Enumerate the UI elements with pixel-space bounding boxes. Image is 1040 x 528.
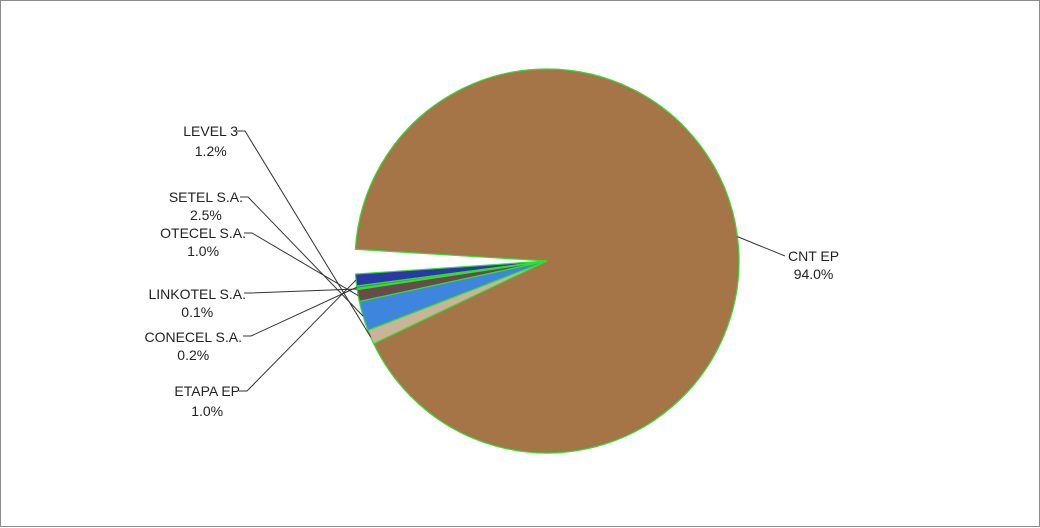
slice-value-otecel-s-a: 1.0% — [187, 243, 219, 259]
slice-value-cnt-ep: 94.0% — [794, 266, 834, 282]
slice-label-cnt-ep: CNT EP — [788, 248, 839, 264]
leader-line-conecel-s-a — [243, 286, 358, 337]
slice-label-etapa-ep: ETAPA EP — [174, 383, 240, 399]
slice-value-setel-s-a: 2.5% — [190, 207, 222, 223]
leader-line-otecel-s-a — [244, 232, 359, 297]
pie-labels: CNT EP 94.0% ETAPA EP 1.0% CONECEL S.A. 0.2% L… — [144, 123, 839, 419]
slice-value-conecel-s-a: 0.2% — [177, 347, 209, 363]
leader-line-level-3 — [237, 130, 372, 338]
slice-value-etapa-ep: 1.0% — [191, 403, 223, 419]
leader-line-setel-s-a — [240, 196, 364, 317]
slice-label-linkotel-s-a: LINKOTEL S.A. — [148, 286, 246, 302]
slice-label-conecel-s-a: CONECEL S.A. — [144, 329, 242, 345]
slice-label-level-3: LEVEL 3 — [183, 123, 238, 139]
pie-slices — [354, 68, 740, 454]
leader-line-etapa-ep — [239, 279, 357, 392]
slice-label-setel-s-a: SETEL S.A. — [169, 189, 243, 205]
slice-value-linkotel-s-a: 0.1% — [181, 304, 213, 320]
leader-line-linkotel-s-a — [244, 288, 358, 294]
slice-label-otecel-s-a: OTECEL S.A. — [160, 225, 246, 241]
pie-slice-cnt-ep — [354, 68, 740, 454]
slice-value-level-3: 1.2% — [195, 143, 227, 159]
leader-line-cnt-ep — [737, 236, 786, 257]
